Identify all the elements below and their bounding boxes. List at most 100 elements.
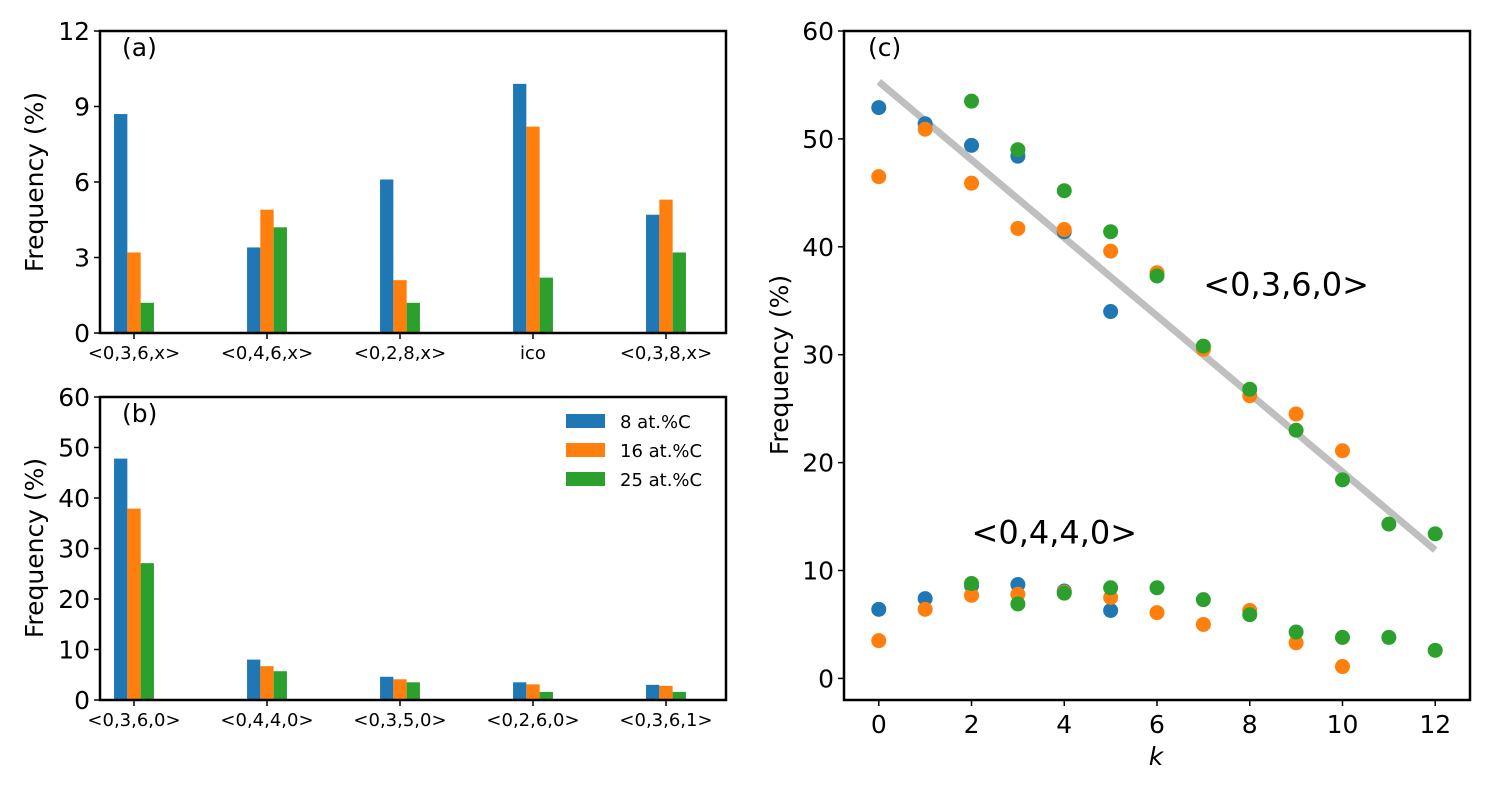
bar-panel-a-s0-c2 [380, 179, 394, 333]
y-tick-label: 60 [802, 17, 834, 46]
x-tick-label: 12 [1419, 710, 1451, 739]
bar-panel-a-s2-c0 [140, 302, 154, 333]
point-s2-4 [1149, 268, 1165, 284]
x-tick-label: 10 [1327, 710, 1359, 739]
point-s5-10 [1427, 642, 1443, 658]
bar-panel-a-s2-c4 [672, 252, 686, 333]
y-tick-label: 0 [818, 664, 834, 693]
category-label: <0,4,6,x> [221, 343, 313, 364]
y-tick-label: 50 [802, 125, 834, 154]
y-tick-label: 30 [802, 341, 834, 370]
y-tick-label: 60 [58, 383, 90, 412]
panel-c: (c) Frequency (%) k 0 10 20 30 40 50 60 0 2 4 6 8 10… [765, 17, 1472, 771]
category-label: <0,3,6,0> [87, 710, 180, 731]
point-s5-1 [1010, 596, 1026, 612]
panel-c-ylabel: Frequency (%) [765, 275, 794, 455]
panel-a-label: (a) [122, 33, 157, 62]
bar-panel-b-s0-c0 [114, 458, 128, 700]
legend-label-8: 8 at.%C [620, 412, 691, 433]
y-tick-label: 40 [58, 484, 90, 513]
y-tick-label: 50 [58, 434, 90, 463]
point-s0-0 [871, 100, 887, 116]
bar-panel-b-s2-c3 [539, 691, 553, 700]
point-s4-10 [1334, 659, 1350, 675]
legend: 8 at.%C 16 at.%C 25 at.%C [566, 412, 702, 491]
legend-label-16: 16 at.%C [620, 441, 702, 462]
y-tick-label: 6 [74, 168, 90, 197]
bar-panel-b-s1-c1 [260, 666, 274, 700]
point-s3-5 [1103, 602, 1119, 618]
bar-panel-a-s2-c3 [539, 277, 553, 333]
point-s1-5 [1103, 243, 1119, 259]
x-tick-label: 0 [871, 710, 887, 739]
bar-panel-b-s0-c4 [646, 684, 660, 700]
x-tick-label: 2 [964, 710, 980, 739]
y-tick-label: 9 [74, 93, 90, 122]
category-label: <0,4,4,0> [220, 710, 313, 731]
bar-panel-b-s0-c3 [513, 682, 527, 700]
category-label: <0,3,5,0> [353, 710, 446, 731]
legend-label-25: 25 at.%C [620, 470, 702, 491]
panel-a: (a) Frequency (%) 0 3 6 9 12 <0,3,6,x> <0,4,6,… [20, 17, 728, 364]
annotation: <0,4,4,0> [972, 514, 1138, 552]
point-s1-1 [917, 121, 933, 137]
bar-panel-a-s2-c2 [406, 302, 420, 333]
bar-panel-a-s0-c0 [114, 114, 128, 333]
category-label: <0,3,6,1> [619, 710, 712, 731]
panel-b: (b) Frequency (%) 8 at.%C 16 at.%C 25 at… [20, 383, 728, 731]
point-s5-8 [1334, 629, 1350, 645]
category-label: <0,2,6,0> [486, 710, 579, 731]
bar-panel-b-s2-c2 [406, 682, 420, 700]
point-s5-9 [1381, 629, 1397, 645]
point-s2-1 [1010, 142, 1026, 158]
bar-panel-a-s2-c1 [273, 227, 287, 333]
point-s4-1 [917, 601, 933, 617]
point-s0-2 [964, 137, 980, 153]
point-s2-5 [1195, 338, 1211, 354]
point-s4-2 [964, 587, 980, 603]
y-tick-label: 0 [74, 686, 90, 715]
category-label: <0,2,8,x> [354, 343, 446, 364]
axes-frame-panel-b [98, 395, 728, 702]
bar-panel-b-s2-c0 [140, 563, 154, 700]
fit-line [876, 79, 1438, 553]
y-tick-label: 10 [802, 557, 834, 586]
point-s0-5 [1103, 304, 1119, 320]
bar-panel-b-s1-c0 [127, 508, 141, 700]
legend-swatch-25 [566, 472, 605, 486]
panel-c-label: (c) [868, 33, 901, 62]
y-tick-label: 3 [74, 244, 90, 273]
y-tick-label: 20 [58, 585, 90, 614]
point-s5-6 [1242, 607, 1258, 623]
legend-swatch-8 [566, 414, 605, 428]
point-s1-10 [1334, 443, 1350, 459]
category-label: ico [520, 343, 546, 364]
point-s1-3 [1010, 220, 1026, 236]
bar-panel-a-s1-c0 [127, 252, 141, 333]
point-s1-2 [964, 175, 980, 191]
bar-panel-a-s1-c2 [393, 280, 407, 333]
axes-frame-panel-c [842, 29, 1472, 702]
bar-panel-a-s0-c3 [513, 83, 527, 333]
x-tick-label: 6 [1149, 710, 1165, 739]
point-s4-7 [1195, 616, 1211, 632]
point-s5-5 [1195, 592, 1211, 608]
panel-c-xlabel: k [1149, 742, 1165, 771]
point-s5-7 [1288, 624, 1304, 640]
bar-panel-b-s0-c2 [380, 676, 394, 700]
y-tick-label: 40 [802, 233, 834, 262]
point-s3-1 [917, 591, 933, 607]
point-s1-4 [1056, 222, 1072, 238]
panel-b-label: (b) [122, 399, 157, 428]
point-s4-9 [1288, 635, 1304, 651]
y-tick-label: 0 [74, 319, 90, 348]
point-s5-3 [1103, 580, 1119, 596]
annotation: <0,3,6,0> [1203, 265, 1369, 303]
point-s2-6 [1242, 381, 1258, 397]
axes-frame-panel-a [98, 29, 728, 335]
panel-a-ylabel: Frequency (%) [20, 92, 49, 272]
legend-swatch-16 [566, 443, 605, 457]
bar-panel-b-s2-c1 [273, 671, 287, 700]
bar-panel-a-s1-c1 [260, 209, 274, 333]
